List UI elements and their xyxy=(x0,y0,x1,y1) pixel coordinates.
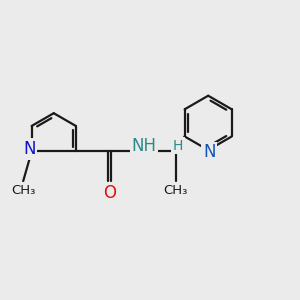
Text: N: N xyxy=(203,143,216,161)
Text: CH₃: CH₃ xyxy=(164,184,188,197)
Text: H: H xyxy=(173,139,183,153)
Text: CH₃: CH₃ xyxy=(11,184,35,197)
Text: NH: NH xyxy=(132,137,157,155)
Text: O: O xyxy=(103,184,116,202)
Text: N: N xyxy=(23,140,36,158)
